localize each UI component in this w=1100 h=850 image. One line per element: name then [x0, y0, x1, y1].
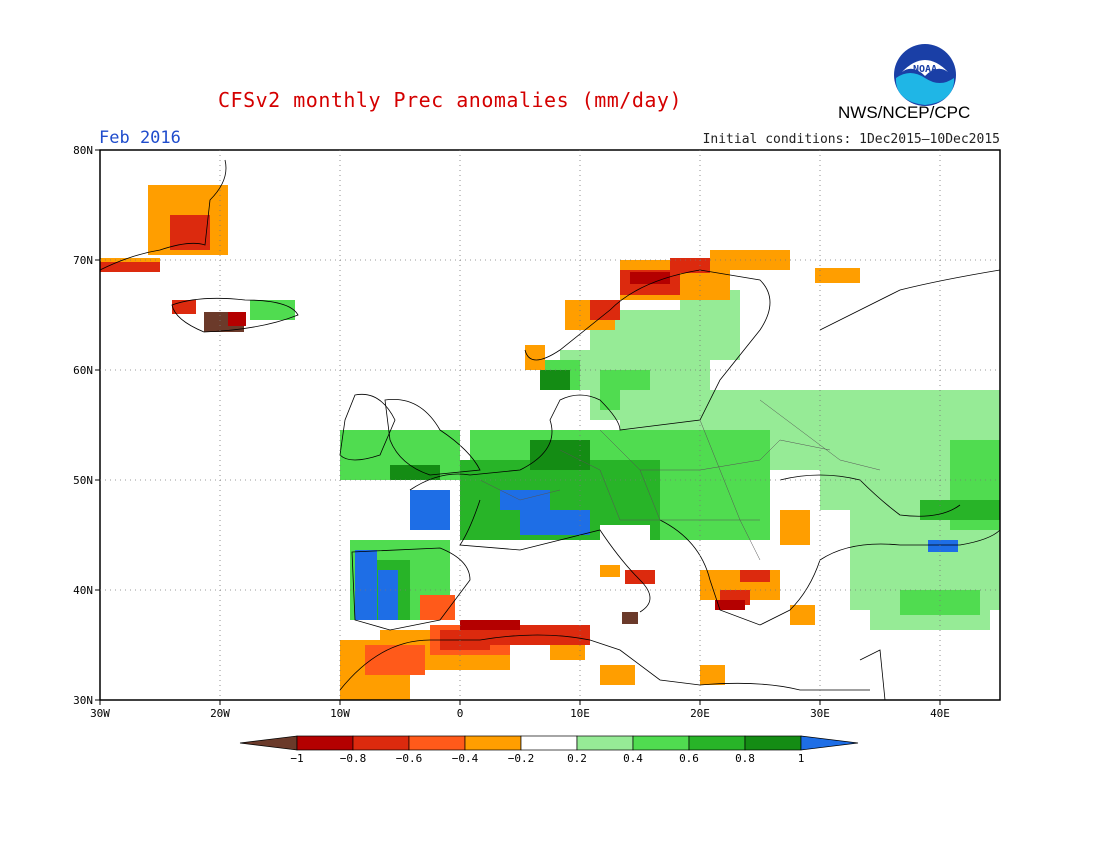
lon-label: 40E	[930, 707, 950, 720]
colorbar-labels: −1 −0.8 −0.6 −0.4 −0.2 0.2 0.4 0.6 0.8 1	[290, 752, 804, 765]
lat-label: 50N	[73, 474, 93, 487]
initial-conditions: Initial conditions: 1Dec2015–10Dec2015	[702, 132, 1000, 147]
svg-text:NOAA: NOAA	[913, 64, 937, 75]
lon-label: 30E	[810, 707, 830, 720]
colorbar-swatch	[520, 735, 578, 751]
lon-label: 10E	[570, 707, 590, 720]
colorbar	[239, 735, 859, 751]
colorbar-swatch	[576, 735, 634, 751]
noaa-logo: NOAA	[892, 42, 958, 108]
lon-label: 10W	[330, 707, 350, 720]
colorbar-label: 0.8	[735, 752, 755, 765]
forecast-period: Feb 2016	[99, 128, 181, 148]
colorbar-swatch	[688, 735, 746, 751]
longitude-labels: 30W 20W 10W 0 10E 20E 30E 40E	[90, 707, 950, 720]
colorbar-swatch	[296, 735, 354, 751]
colorbar-label: 0.6	[679, 752, 699, 765]
colorbar-swatch	[464, 735, 522, 751]
colorbar-high-arrow	[800, 735, 859, 751]
lat-label: 70N	[73, 254, 93, 267]
colorbar-swatch	[744, 735, 802, 751]
borders	[479, 399, 881, 561]
latitude-labels: 80N 70N 60N 50N 40N 30N	[73, 144, 93, 707]
colorbar-label: 1	[798, 752, 805, 765]
colorbar-swatch	[352, 735, 410, 751]
lat-label: 30N	[73, 694, 93, 707]
colorbar-swatch	[408, 735, 466, 751]
colorbar-label: 0.4	[623, 752, 643, 765]
map-frame	[99, 149, 1001, 701]
iceland-wet	[250, 300, 295, 320]
lon-label: 20W	[210, 707, 230, 720]
lat-label: 60N	[73, 364, 93, 377]
lon-label: 20E	[690, 707, 710, 720]
france-max	[410, 490, 590, 535]
lon-label: 0	[457, 707, 464, 720]
colorbar-label: −0.2	[508, 752, 535, 765]
iberia-max	[355, 550, 398, 620]
chart-title: CFSv2 monthly Prec anomalies (mm/day)	[217, 88, 683, 112]
agency-label: NWS/NCEP/CPC	[838, 103, 971, 122]
lat-label: 80N	[73, 144, 93, 157]
graticule	[100, 150, 1000, 700]
lon-label: 30W	[90, 707, 110, 720]
colorbar-label: 0.2	[567, 752, 587, 765]
colorbar-low-arrow	[239, 735, 298, 751]
colorbar-label: −0.4	[452, 752, 479, 765]
lat-label: 40N	[73, 584, 93, 597]
colorbar-label: −0.8	[340, 752, 367, 765]
colorbar-swatch	[632, 735, 690, 751]
colorbar-label: −1	[290, 752, 303, 765]
colorbar-label: −0.6	[396, 752, 423, 765]
